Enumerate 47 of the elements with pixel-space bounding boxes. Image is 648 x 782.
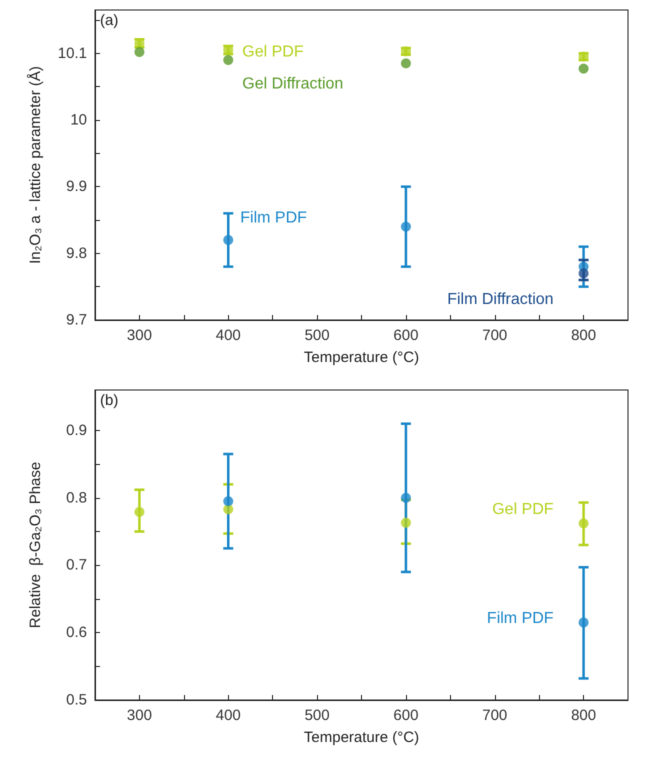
point xyxy=(223,235,234,245)
x-tick-label: 500 xyxy=(304,327,330,344)
point xyxy=(400,222,411,232)
series-label: Gel PDF xyxy=(242,44,304,60)
series-label: Gel Diffraction xyxy=(242,76,344,92)
y-tick-label: 10.1 xyxy=(58,44,87,62)
x-tick-label: 400 xyxy=(216,707,241,724)
y-tick-label: 0.5 xyxy=(66,692,87,708)
y-tick-label: 9.9 xyxy=(66,178,87,196)
y-tick-label: 0.9 xyxy=(66,422,87,439)
x-tick-label: 600 xyxy=(393,707,418,724)
point xyxy=(223,55,234,65)
point xyxy=(578,64,589,74)
point xyxy=(223,496,234,506)
y-axis-title: In₂O₃ a - lattice parameter (Å) xyxy=(26,66,44,264)
annotation: (a) xyxy=(100,12,118,29)
point xyxy=(400,518,411,528)
x-tick-label: 700 xyxy=(482,327,508,344)
x-tick-label: 800 xyxy=(571,327,596,344)
y-tick-label: 0.6 xyxy=(66,624,87,642)
annotation: (b) xyxy=(100,392,118,409)
x-tick-label: 300 xyxy=(126,327,152,344)
x-tick-label: 700 xyxy=(482,707,508,724)
y-tick-label: 0.8 xyxy=(66,489,87,506)
x-tick-label: 300 xyxy=(126,707,152,724)
x-tick-label: 400 xyxy=(216,327,241,344)
series-label: Film Diffraction xyxy=(447,290,554,308)
y-tick-label: 9.7 xyxy=(66,312,87,328)
y-tick-label: 9.8 xyxy=(66,244,87,262)
y-axis-title: Relative β-Ga₂O₃ Phase xyxy=(27,462,44,628)
y-tick-label: 10 xyxy=(70,112,87,128)
series-label: Film PDF xyxy=(240,210,308,226)
point xyxy=(578,518,589,528)
series-label: Gel PDF xyxy=(492,500,554,518)
x-axis-title: Temperature (°C) xyxy=(304,729,420,746)
point xyxy=(134,47,144,57)
x-tick-label: 600 xyxy=(393,327,418,344)
point xyxy=(578,618,589,628)
x-axis-title: Temperature (°C) xyxy=(304,349,420,366)
series-label: Film PDF xyxy=(486,610,554,627)
point xyxy=(578,268,589,278)
point xyxy=(400,492,411,503)
y-tick-label: 0.7 xyxy=(66,556,87,574)
point xyxy=(134,506,144,517)
point xyxy=(400,58,411,68)
x-tick-label: 500 xyxy=(304,707,330,724)
x-tick-label: 800 xyxy=(571,707,596,724)
